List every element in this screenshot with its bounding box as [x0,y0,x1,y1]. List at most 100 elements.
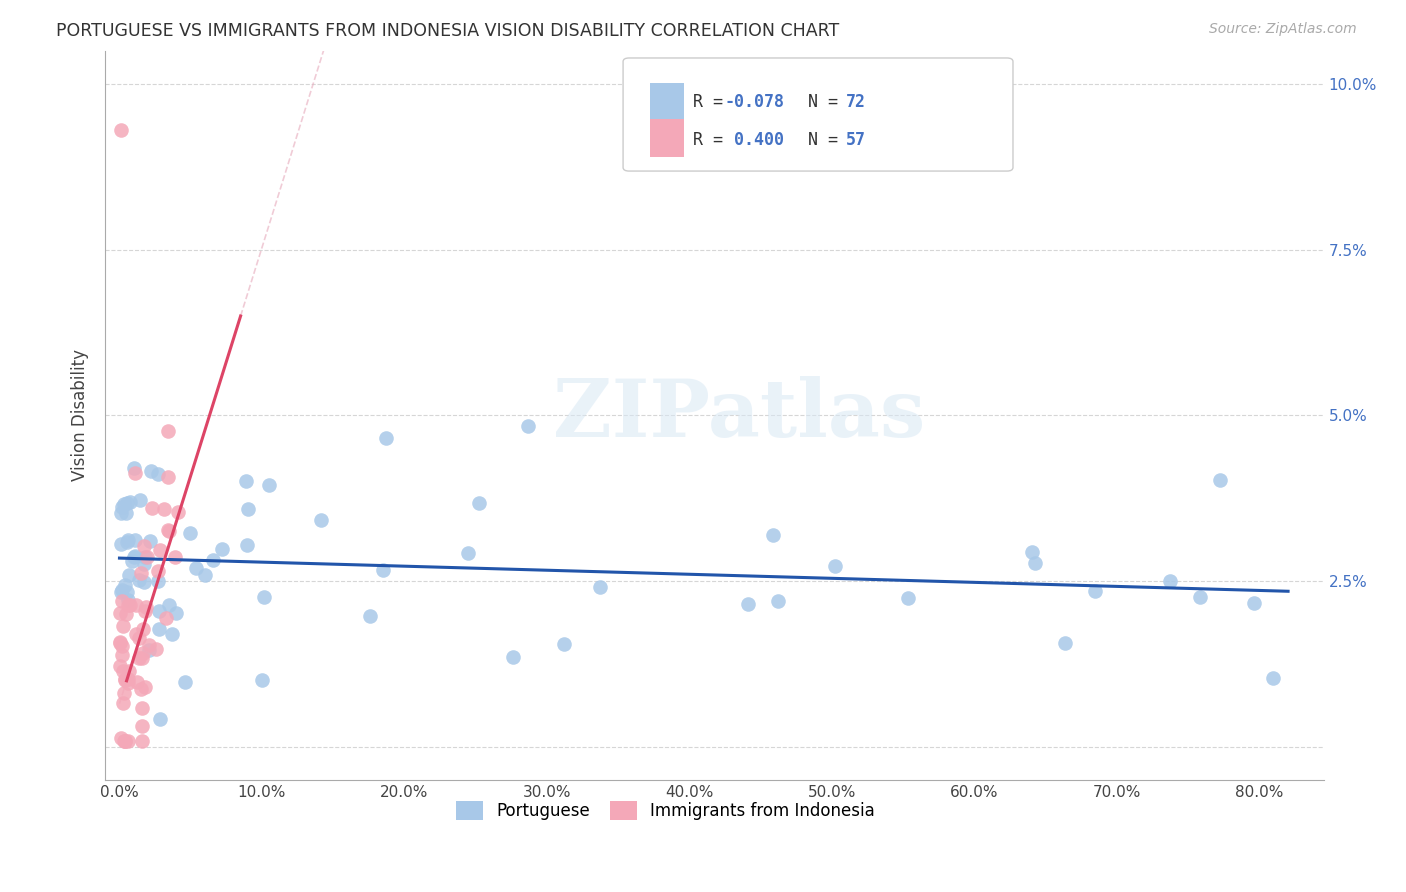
Point [110,506,132,520]
Point [117,584,139,599]
Point [194,568,217,582]
Point [124,533,146,548]
Point [165,606,187,620]
Point [155,611,177,625]
Point [1243,596,1265,610]
Point [128,651,150,665]
Point [114,578,136,592]
Point [111,583,134,598]
Point [110,635,132,649]
Point [110,731,132,745]
Point [108,636,131,650]
Point [235,475,257,489]
Point [517,419,540,434]
Point [235,538,257,552]
Point [131,719,153,733]
Point [250,673,273,687]
Point [111,500,134,514]
Point [134,604,156,618]
Point [128,632,150,646]
Point [174,674,197,689]
Point [1054,635,1077,649]
Point [157,470,180,484]
Point [111,696,134,710]
Point [163,549,186,564]
Point [124,549,146,563]
Text: R =: R = [693,93,733,111]
FancyBboxPatch shape [623,58,1012,171]
Point [132,558,155,572]
Point [114,733,136,747]
Text: 57: 57 [846,131,866,149]
Point [124,466,146,480]
Point [122,549,145,564]
Point [131,650,153,665]
Point [762,528,785,542]
Point [179,525,201,540]
FancyBboxPatch shape [650,120,683,157]
Point [132,622,155,636]
Point [146,564,169,578]
Point [589,580,612,594]
Point [131,566,153,581]
Point [134,549,156,564]
Text: PORTUGUESE VS IMMIGRANTS FROM INDONESIA VISION DISABILITY CORRELATION CHART: PORTUGUESE VS IMMIGRANTS FROM INDONESIA … [56,22,839,40]
Text: N =: N = [787,131,848,149]
Text: 72: 72 [846,93,866,111]
Point [1209,473,1232,487]
Point [138,642,160,657]
Point [115,506,138,520]
Point [117,533,139,547]
Point [117,664,139,678]
Text: N =: N = [787,93,848,111]
Point [824,559,846,574]
Point [131,701,153,715]
Point [117,733,139,747]
Point [157,424,180,438]
Point [125,675,148,690]
Point [134,680,156,694]
Point [118,567,141,582]
Point [112,665,135,679]
Point [136,550,159,565]
Point [202,553,225,567]
Point [359,609,381,624]
Point [149,543,172,558]
Point [167,505,190,519]
Point [111,594,134,608]
Point [115,496,138,510]
Point [157,524,180,538]
Point [160,627,183,641]
Point [138,638,160,652]
Point [110,537,132,551]
Point [157,523,180,537]
Point [553,637,575,651]
Point [110,585,132,599]
Point [110,648,132,662]
Point [146,467,169,482]
Point [135,600,157,615]
Point [131,733,153,747]
Point [1189,590,1212,604]
Point [115,534,138,549]
Point [766,593,789,607]
Point [118,495,141,509]
Point [112,497,135,511]
Point [153,501,176,516]
Point [129,681,152,696]
Point [139,533,162,548]
Point [112,686,135,700]
Point [125,627,148,641]
Point [117,673,139,687]
Point [124,598,146,612]
Point [737,598,759,612]
Point [1084,584,1107,599]
Point [145,641,167,656]
Point [1024,556,1046,570]
Point [457,546,479,560]
Point [1263,671,1285,685]
Point [118,599,141,613]
Point [134,574,156,589]
Point [112,619,135,633]
Point [108,658,131,673]
